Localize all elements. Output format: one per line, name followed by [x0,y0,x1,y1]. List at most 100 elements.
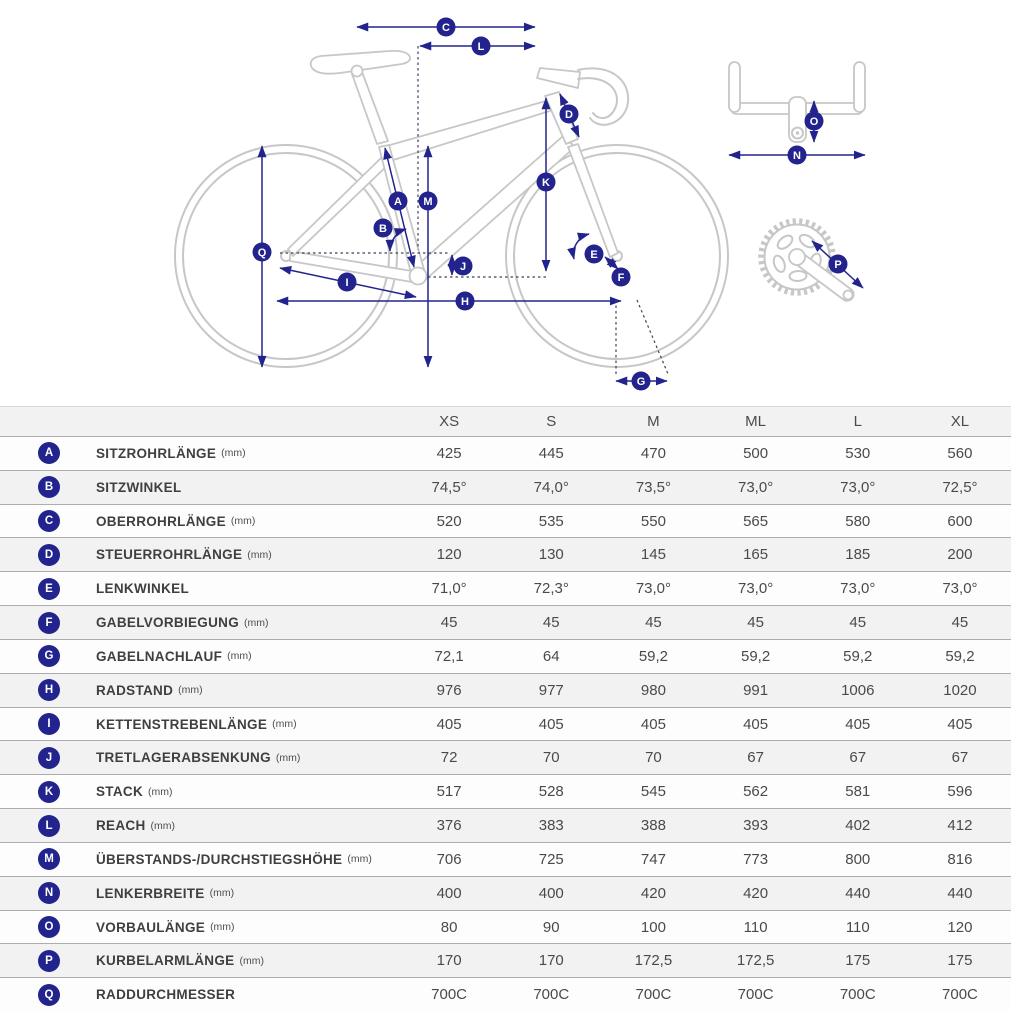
row-unit: (mm) [178,684,203,697]
value-cell: 45 [951,614,969,632]
value-cell: 120 [947,918,973,936]
row-label-cell: K STACK (mm) [0,780,398,803]
row-values: 74,5° 74,0° 73,5° 73,0° 73,0° 72,5° [398,479,1011,496]
value-cell: 405 [436,715,462,733]
value-cell: 73,0° [942,580,978,598]
table-row: D STEUERROHRLÄNGE (mm) 120 130 145 165 185 20… [0,537,1011,572]
row-unit: (mm) [150,819,176,832]
value-cell: 530 [845,444,871,462]
row-badge: P [38,949,60,972]
row-values: 170 170 172,5 172,5 175 175 [398,952,1011,969]
row-badge: I [38,713,60,736]
svg-text:J: J [460,261,466,273]
row-values: 405 405 405 405 405 405 [398,716,1011,733]
row-unit: (mm) [230,515,256,528]
diagram-badge-n: N [787,145,807,165]
size-column-header: S [546,413,557,430]
value-cell: 517 [436,783,462,801]
value-cell: 500 [743,444,769,462]
row-label: REACH [96,818,146,834]
row-badge: N [38,882,60,905]
diagram-badge-q: Q [252,242,272,262]
row-badge: O [38,916,60,938]
value-cell: 59,2 [945,647,975,665]
value-cell: 73,0° [840,580,876,598]
value-cell: 59,2 [843,647,873,665]
value-cell: 72,1 [434,647,464,665]
row-label-cell: J TRETLAGERABSENKUNG (mm) [0,746,398,769]
row-values: 425 445 470 500 530 560 [398,445,1011,462]
value-cell: 520 [436,512,462,530]
value-cell: 420 [743,884,769,902]
row-unit: (mm) [244,616,269,629]
svg-text:B: B [379,223,387,235]
row-values: 976 977 980 991 1006 1020 [398,682,1011,699]
table-row: N LENKERBREITE (mm) 400 400 420 420 440 440 [0,875,1011,910]
value-cell: 45 [542,614,560,632]
row-label: LENKWINKEL [96,581,189,597]
table-row: I KETTENSTREBENLÄNGE (mm) 405 405 405 405 40… [0,706,1011,741]
row-values: 71,0° 72,3° 73,0° 73,0° 73,0° 73,0° [398,580,1011,597]
value-cell: 700C [737,986,774,1004]
measure-f-fork-offset [604,256,619,270]
value-cell: 70 [542,749,560,767]
header-values: XS S M ML L XL [398,413,1011,430]
value-cell: 172,5 [634,952,673,970]
diagram-badge-b: B [373,218,393,238]
value-cell: 425 [436,444,462,462]
value-cell: 596 [947,783,973,801]
diagram-badges: C L D A M K B Q J I H E F G O N P [252,17,848,391]
value-cell: 800 [845,850,871,868]
row-label-cell: B SITZWINKEL [0,476,398,499]
diagram-badge-g: G [631,371,651,391]
svg-text:K: K [542,177,550,189]
value-cell: 747 [640,850,666,868]
size-column-header: L [853,413,862,430]
value-cell: 67 [849,749,867,767]
value-cell: 550 [640,512,666,530]
handlebar-front-view [728,61,866,143]
bike-geometry-diagram: C L D A M K B Q J I H E F G O N P [0,0,1011,406]
size-column-header: XS [439,413,460,430]
row-unit: (mm) [239,954,264,967]
value-cell: 172,5 [736,952,775,970]
table-row: H RADSTAND (mm) 976 977 980 991 1006 1020 [0,672,1011,707]
diagram-badge-h: H [455,291,475,311]
value-cell: 170 [436,952,462,970]
svg-text:N: N [793,150,801,162]
value-cell: 1020 [943,681,977,699]
value-cell: 405 [947,715,973,733]
measure-e-head-angle-arc [567,232,590,260]
value-cell: 420 [640,884,666,902]
value-cell: 405 [538,715,564,733]
row-label: ÜBERSTANDS-/DURCHSTIEGSHÖHE [96,851,343,867]
row-values: 517 528 545 562 581 596 [398,783,1011,800]
svg-text:I: I [345,277,348,289]
value-cell: 580 [845,512,871,530]
value-cell: 700C [431,986,468,1004]
value-cell: 816 [947,850,973,868]
value-cell: 45 [645,614,662,632]
row-values: 80 90 100 110 110 120 [398,919,1011,936]
value-cell: 725 [538,850,564,868]
row-label: STACK [96,784,143,800]
table-row: O VORBAULÄNGE (mm) 80 90 100 110 110 120 [0,909,1011,944]
geometry-table: XS S M ML L XL A SITZROHRLÄNGE (mm) 425 445 470… [0,406,1011,1011]
diagram-badge-f: F [611,267,631,287]
row-label-cell: G GABELNACHLAUF (mm) [0,645,398,668]
diagram-badge-e: E [584,244,604,264]
diagram-badge-c: C [436,17,456,37]
value-cell: 400 [538,884,564,902]
value-cell: 700C [942,986,978,1004]
svg-text:G: G [637,376,646,388]
row-values: 45 45 45 45 45 45 [398,614,1011,631]
value-cell: 700C [839,986,876,1004]
value-cell: 70 [645,749,662,767]
value-cell: 90 [542,918,560,936]
value-cell: 388 [640,817,666,835]
diagram-badge-m: M [418,191,438,211]
value-cell: 376 [436,817,462,835]
row-badge: J [38,746,60,769]
value-cell: 67 [951,749,969,767]
value-cell: 545 [640,783,666,801]
